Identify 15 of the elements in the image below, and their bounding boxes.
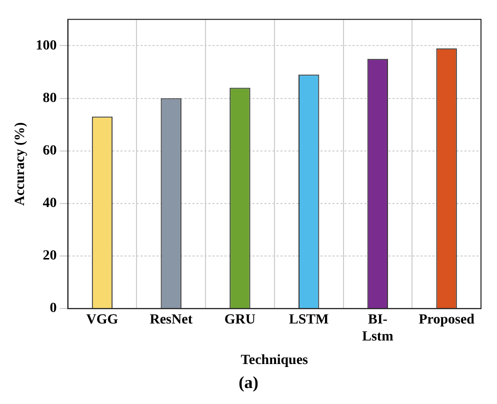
y-axis-title: Accuracy (%) (13, 122, 28, 206)
x-axis-title: Techniques (240, 353, 309, 368)
y-tick-label: 100 (36, 38, 57, 54)
y-tick-label: 0 (50, 301, 57, 316)
y-tick-label: 20 (42, 248, 57, 264)
x-tick-label: GRU (224, 312, 256, 328)
x-tick-label: VGG (86, 312, 118, 328)
text: (a) (238, 373, 260, 393)
x-tick-label: ResNet (150, 312, 193, 328)
y-tick-label: 40 (42, 196, 57, 212)
x-tick-label: LSTM (288, 312, 329, 328)
y-tick-label: 60 (42, 143, 57, 158)
x-tick-label: Proposed (418, 312, 475, 328)
x-tick-label: BI-Lstm (362, 312, 394, 344)
y-tick-label: 80 (42, 90, 57, 106)
